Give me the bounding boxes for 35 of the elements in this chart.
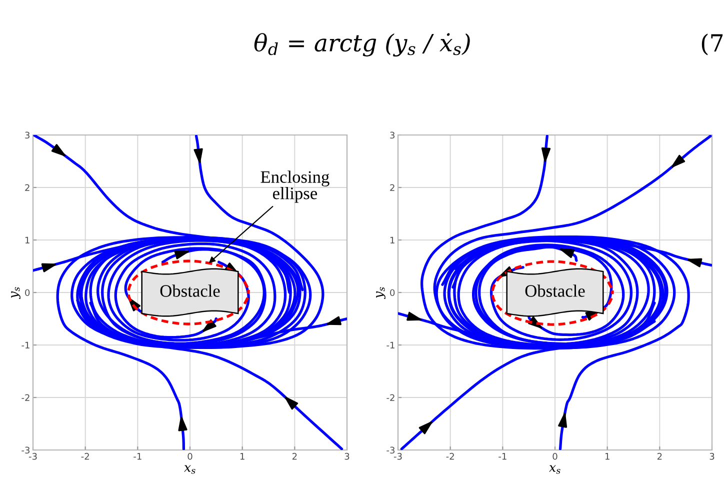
- x-tick-label: 3: [710, 452, 714, 460]
- y-tick-label: 0: [25, 289, 30, 296]
- x-tick-label: -1: [498, 453, 506, 460]
- x-tick-label: -1: [134, 453, 142, 460]
- x-tick-label: 2: [657, 452, 662, 460]
- x-axis-title: x$_{s}$: [184, 465, 196, 474]
- x-tick-label: 1: [605, 453, 610, 460]
- x-tick-label: -2: [81, 452, 89, 460]
- x-axis-title: x$_{s}$: [549, 465, 560, 474]
- y-tick-label: -2: [22, 394, 30, 401]
- y-axis-title: y$_{s}$: [11, 287, 20, 299]
- y-tick-label: 0: [390, 289, 395, 296]
- y-tick-label: 3: [390, 132, 394, 139]
- y-tick-label: -1: [22, 342, 30, 348]
- x-tick-label: 1: [240, 453, 244, 460]
- x-tick-label: -2: [446, 452, 454, 460]
- text: (7: [702, 34, 723, 56]
- y-tick-label: 1: [390, 236, 394, 244]
- y-tick-label: -1: [386, 342, 394, 348]
- y-tick-label: 2: [390, 184, 394, 191]
- annotation: Obstacle: [525, 284, 585, 297]
- text: θ$_{d}$ = arctg (y$_{s}$ / ẋ$_{s}$): [254, 33, 470, 57]
- y-tick-label: 2: [25, 184, 30, 191]
- x-tick-label: 0: [552, 452, 558, 460]
- y-tick-label: -3: [22, 446, 30, 454]
- x-tick-label: 2: [292, 452, 297, 460]
- y-axis-title: y$_{s}$: [376, 287, 386, 299]
- x-tick-label: 0: [188, 452, 192, 460]
- annotation: Obstacle: [160, 284, 220, 297]
- y-tick-label: -3: [386, 446, 394, 454]
- annotation: Enclosing ellipse: [260, 170, 330, 203]
- x-tick-label: 3: [344, 452, 350, 460]
- y-tick-label: 3: [25, 132, 30, 139]
- y-tick-label: 1: [25, 236, 30, 244]
- y-tick-label: -2: [386, 394, 394, 401]
